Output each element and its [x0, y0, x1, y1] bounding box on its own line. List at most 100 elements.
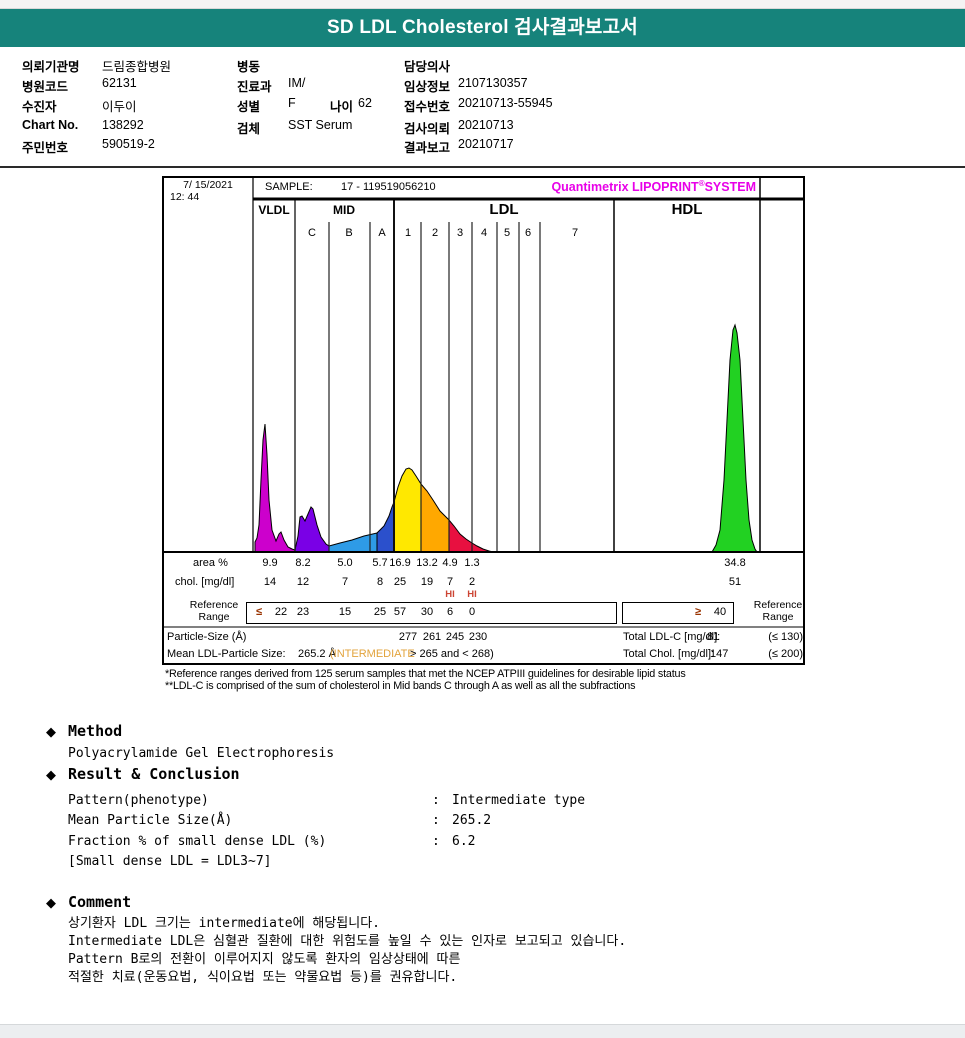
particle-size-value: 261	[422, 631, 442, 643]
result-row-value: 265.2	[452, 813, 492, 828]
field-value: 이두이	[102, 100, 137, 114]
field-label: 검체	[237, 122, 261, 136]
field-value: 62	[358, 96, 372, 110]
lipoprint-chart: 7/ 15/2021 12: 44 SAMPLE: 17 - 119519056…	[162, 176, 805, 665]
method-body: Polyacrylamide Gel Electrophoresis	[68, 746, 335, 761]
gte-symbol: ≥	[695, 606, 702, 618]
comment-line: 상기환자 LDL 크기는 intermediate에 해당됩니다.	[68, 916, 381, 931]
ref-value: 0	[468, 606, 476, 618]
sample-label: SAMPLE:	[265, 181, 313, 193]
field-value: SST Serum	[288, 118, 353, 132]
total-ldl-label: Total LDL-C [mg/dl]:	[623, 631, 721, 643]
method-heading: Method	[68, 722, 123, 740]
particle-size-value: 277	[398, 631, 418, 643]
ref-range-label-left2: Range	[198, 611, 230, 623]
total-ldl-ref: (≤ 130)	[768, 631, 803, 643]
brand-suffix: SYSTEM	[704, 180, 756, 195]
diamond-bullet-icon: ◆	[46, 895, 56, 910]
chol-value: 8	[376, 576, 384, 588]
vldl-peak	[254, 423, 296, 553]
comment-heading: Comment	[68, 893, 132, 911]
comment-line: Pattern B로의 전환이 이루어지지 않도록 환자의 임상상태에 따른	[68, 952, 461, 967]
subband-a: A	[378, 227, 386, 239]
field-value: F	[288, 96, 296, 110]
brand-name: Quantimetrix LIPOPRINT	[551, 180, 699, 195]
electrophoresis-plot	[162, 176, 805, 665]
subband-5: 5	[503, 227, 511, 239]
subband-7: 7	[571, 227, 579, 239]
field-value: 20210713-55945	[458, 96, 553, 110]
field-label: Chart No.	[22, 118, 79, 132]
field-label: 성별	[237, 100, 261, 114]
subband-6: 6	[524, 227, 532, 239]
field-value: 138292	[102, 118, 144, 132]
chol-value: 2	[468, 576, 476, 588]
ref-value: 23	[296, 606, 310, 618]
area-value: 5.0	[337, 557, 353, 569]
ref-value: 57	[393, 606, 407, 618]
diamond-bullet-icon: ◆	[46, 767, 56, 782]
area-value-hdl: 34.8	[724, 557, 746, 569]
run-time: 12: 44	[170, 191, 200, 203]
field-value: 드림종합병원	[102, 60, 172, 74]
footnote-1: *Reference ranges derived from 125 serum…	[165, 668, 686, 680]
field-value: 62131	[102, 76, 137, 90]
colon: :	[432, 813, 440, 828]
field-label: 주민번호	[22, 141, 69, 155]
total-chol-value: 147	[710, 648, 729, 660]
section-divider	[0, 166, 965, 168]
particle-size-label: Particle-Size (Å)	[167, 631, 247, 643]
result-note: [Small dense LDL = LDL3~7]	[68, 854, 272, 869]
hi-flag-ldl3: HI	[445, 589, 455, 600]
brand-logo: Quantimetrix LIPOPRINT®SYSTEM	[551, 179, 756, 194]
mean-size-value: 265.2 Å	[298, 648, 336, 660]
result-row-label: Mean Particle Size(Å)	[68, 813, 233, 828]
field-label: 의뢰기관명	[22, 60, 80, 74]
sample-id: 17 - 119519056210	[341, 181, 436, 193]
result-row-value: 6.2	[452, 834, 476, 849]
chol-value: 7	[446, 576, 454, 588]
mid-c-peak	[294, 506, 330, 553]
result-heading: Result & Conclusion	[68, 765, 240, 783]
area-value: 4.9	[442, 557, 458, 569]
ldl-rise-region	[376, 501, 395, 553]
total-chol-label: Total Chol. [mg/dl]:	[623, 648, 715, 660]
field-label: 담당의사	[404, 60, 451, 74]
subband-1: 1	[404, 227, 412, 239]
page-title: SD LDL Cholesterol 검사결과보고서	[327, 17, 638, 38]
subband-4: 4	[480, 227, 488, 239]
ldl2-region	[420, 482, 450, 553]
band-label-hdl: HDL	[671, 201, 703, 218]
field-label: 병원코드	[22, 80, 69, 94]
result-row-label: Fraction % of small dense LDL (%)	[68, 834, 327, 849]
footnote-2: **LDL-C is comprised of the sum of chole…	[165, 680, 636, 692]
field-value: 20210713	[458, 118, 514, 132]
field-label: 병동	[237, 60, 261, 74]
mean-size-range: > 265 and < 268)	[410, 648, 494, 660]
chol-value-hdl: 51	[728, 576, 742, 588]
chol-value: 19	[420, 576, 434, 588]
ref-range-box-main	[246, 602, 617, 624]
subband-3: 3	[456, 227, 464, 239]
lte-symbol: ≤	[256, 606, 263, 618]
area-value: 1.3	[464, 557, 480, 569]
ref-value: 25	[373, 606, 387, 618]
total-chol-ref: (≤ 200)	[768, 648, 803, 660]
chol-row-label: chol. [mg/dl]	[175, 576, 235, 588]
colon: :	[432, 834, 440, 849]
result-row-value: Intermediate type	[452, 793, 586, 808]
run-date: 7/ 15/2021	[183, 179, 233, 191]
field-value: 2107130357	[458, 76, 528, 90]
hi-flag-ldl4: HI	[467, 589, 477, 600]
band-label-ldl: LDL	[489, 201, 519, 218]
field-value: 20210717	[458, 137, 514, 151]
ldl3-tail	[448, 518, 494, 553]
field-label: 접수번호	[404, 100, 451, 114]
comment-line: Intermediate LDL은 심혈관 질환에 대한 위험도를 높일 수 있…	[68, 934, 627, 949]
field-label: 나이	[330, 100, 354, 114]
registered-mark-icon: ®	[698, 179, 705, 188]
result-row-label: Pattern(phenotype)	[68, 793, 209, 808]
page-bottom-edge	[0, 1024, 965, 1038]
ref-value: 30	[420, 606, 434, 618]
